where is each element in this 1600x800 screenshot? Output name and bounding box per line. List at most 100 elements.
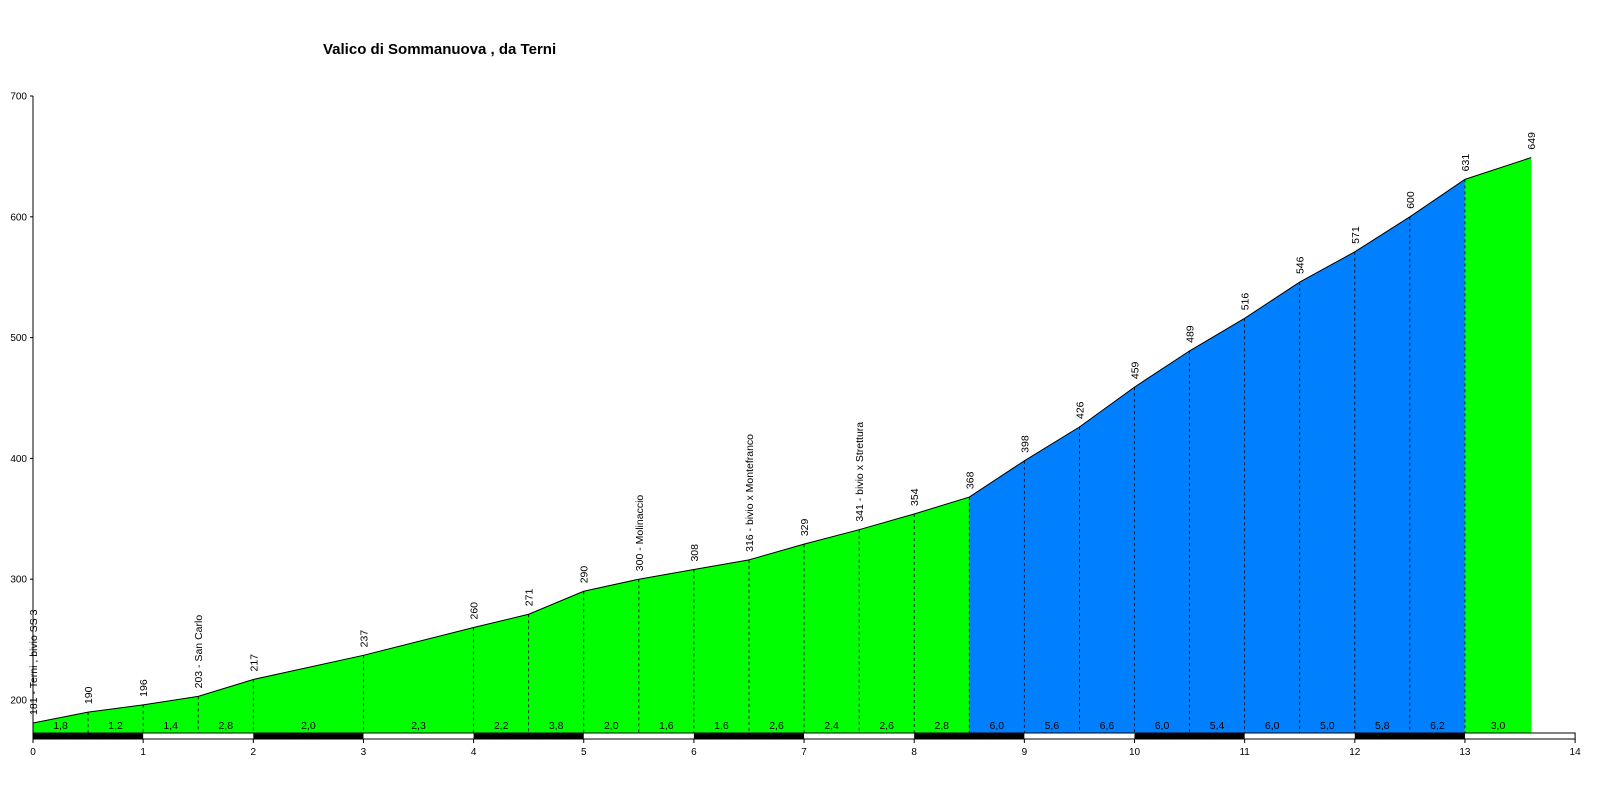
elevation-label: 329: [799, 518, 811, 536]
gradient-label: 2,3: [411, 720, 426, 732]
segment-fill: [1354, 216, 1411, 734]
x-tick-label: 6: [691, 747, 697, 758]
gradient-label: 1,6: [714, 720, 729, 732]
gradient-label: 5,0: [1320, 720, 1335, 732]
gradient-label: 1,4: [163, 720, 178, 732]
gradient-label: 2,4: [824, 720, 839, 732]
gradient-label: 6,0: [1265, 720, 1280, 732]
segment-fill: [1244, 281, 1301, 734]
elevation-label: 190: [83, 686, 95, 704]
segment-fill: [1024, 426, 1080, 734]
segment-fill: [748, 543, 805, 734]
segment-fill: [363, 627, 474, 734]
segment-fill: [583, 578, 640, 734]
km-bar-segment: [914, 733, 1025, 739]
elevation-label: 516: [1240, 293, 1252, 311]
elevation-label: 196: [138, 679, 150, 697]
segment-fill: [803, 529, 860, 734]
elevation-label: 354: [909, 488, 921, 506]
y-tick-label: 600: [10, 212, 27, 223]
km-bar-segment: [1134, 733, 1245, 739]
gradient-label: 2,0: [604, 720, 619, 732]
segment-fill: [1134, 350, 1190, 734]
segment-fill: [1299, 251, 1356, 734]
segment-fill: [638, 569, 695, 734]
gradient-label: 3,0: [1491, 720, 1506, 732]
x-tick-label: 4: [471, 747, 477, 758]
segment-fill: [1079, 386, 1135, 734]
chart-title: Valico di Sommanuova , da Terni: [323, 41, 556, 58]
segment-fill: [913, 496, 970, 734]
gradient-label: 2,8: [934, 720, 949, 732]
segment-fill: [1189, 317, 1245, 734]
gradient-label: 5,8: [1375, 720, 1390, 732]
segment-dividers: [87, 179, 1466, 733]
elevation-label: 290: [579, 566, 591, 584]
km-bar-segment: [253, 733, 364, 739]
elevation-label: 203 - San Carlo: [193, 615, 205, 689]
elevation-label: 260: [469, 602, 481, 620]
km-bar: [32, 732, 1576, 740]
segment-fill: [693, 559, 750, 734]
elevation-label: 217: [248, 654, 260, 672]
elevation-label: 308: [689, 544, 701, 562]
x-tick-label: 2: [251, 747, 257, 758]
gradient-label: 2,0: [301, 720, 316, 732]
segment-fill: [1464, 157, 1532, 734]
segment-fills: [32, 157, 1532, 734]
gradient-label: 6,0: [1155, 720, 1170, 732]
gradient-label: 1,8: [53, 720, 68, 732]
x-tick-label: 0: [30, 747, 36, 758]
gradient-labels: 1,8 1,2 1,4 2,8 2,0 2,3 2,2 3,8 2,0 1,6 1,6 2,6 2,4 2…: [53, 720, 1505, 732]
profile-outline: [32, 157, 1532, 724]
y-tick-label: 300: [10, 575, 27, 586]
x-tick-label: 14: [1570, 747, 1582, 758]
elevation-label: 316 - bivio x Montefranco: [744, 434, 756, 552]
elevation-labels: 181 - Terni , bivio SS 3 190 196 203 - San …: [28, 132, 1538, 715]
segment-fill: [473, 613, 529, 734]
elevation-label: 341 - bivio x Strettura: [854, 422, 866, 522]
x-tick-label: 12: [1349, 747, 1361, 758]
x-tick-label: 7: [801, 747, 807, 758]
elevation-label: 181 - Terni , bivio SS 3: [28, 609, 40, 715]
elevation-label: 489: [1185, 325, 1197, 343]
km-bar-segment: [1354, 733, 1465, 739]
y-tick-label: 700: [10, 92, 27, 103]
segment-fill: [968, 460, 1025, 734]
segment-fill: [528, 590, 585, 734]
elevation-label: 426: [1074, 401, 1086, 419]
x-tick-label: 10: [1129, 747, 1141, 758]
gradient-label: 2,8: [218, 720, 233, 732]
gradient-label: 2,2: [494, 720, 509, 732]
x-tick-label: 5: [581, 747, 587, 758]
x-tick-label: 3: [361, 747, 367, 758]
elevation-label: 271: [524, 589, 536, 607]
elevation-label: 459: [1130, 361, 1142, 379]
elevation-label: 649: [1526, 132, 1538, 150]
gradient-label: 2,6: [879, 720, 894, 732]
x-tick-label: 8: [911, 747, 917, 758]
gradient-label: 6,2: [1430, 720, 1445, 732]
gradient-label: 2,6: [769, 720, 784, 732]
elevation-label: 546: [1295, 256, 1307, 274]
y-tick-label: 400: [10, 454, 27, 465]
elevation-label: 237: [358, 630, 370, 648]
x-tick-label: 9: [1022, 747, 1028, 758]
y-tick-label: 500: [10, 333, 27, 344]
y-tick-label: 200: [10, 696, 27, 707]
gradient-label: 5,4: [1210, 720, 1225, 732]
elevation-label: 368: [964, 471, 976, 489]
gradient-label: 6,6: [1100, 720, 1115, 732]
gradient-label: 6,0: [990, 720, 1005, 732]
profile-line: [32, 157, 1532, 724]
x-tick-label: 11: [1239, 747, 1250, 758]
gradient-label: 5,6: [1045, 720, 1060, 732]
elevation-label: 571: [1350, 226, 1362, 244]
km-bar-segment: [473, 733, 584, 739]
elevation-label: 631: [1460, 154, 1472, 172]
elevation-label: 300 - Molinaccio: [634, 495, 646, 572]
gradient-label: 1,6: [659, 720, 674, 732]
segment-fill: [1409, 178, 1466, 734]
